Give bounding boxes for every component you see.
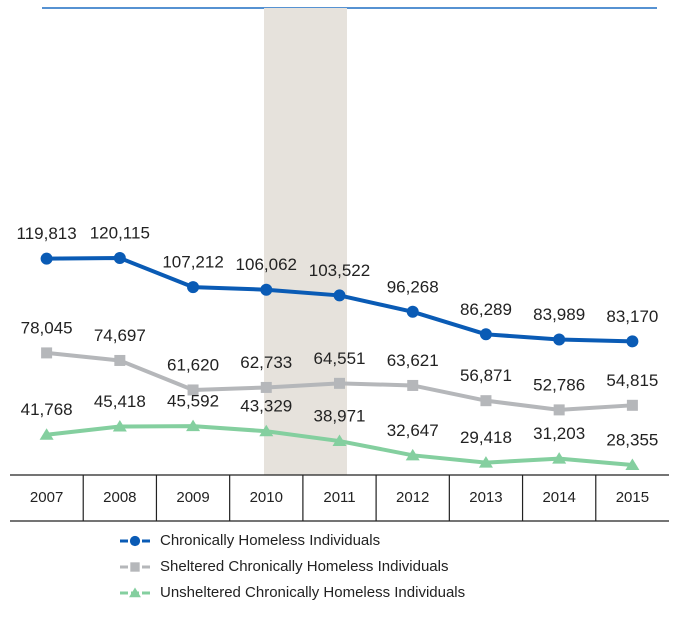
x-tick-label: 2007	[30, 489, 63, 506]
legend-label: Chronically Homeless Individuals	[160, 532, 380, 549]
legend-label: Unsheltered Chronically Homeless Individ…	[160, 584, 465, 601]
point	[552, 452, 567, 464]
point	[480, 395, 492, 407]
point	[332, 434, 347, 447]
data-label: 83,170	[606, 307, 658, 326]
point	[186, 419, 201, 432]
point	[406, 305, 419, 318]
data-label: 29,418	[460, 428, 512, 447]
data-label: 120,115	[90, 223, 150, 242]
data-label: 78,045	[21, 318, 73, 337]
data-label: 96,268	[387, 277, 439, 296]
data-label: 31,203	[533, 424, 585, 443]
data-label: 63,621	[387, 351, 439, 370]
data-label: 83,989	[533, 305, 585, 324]
point	[553, 333, 566, 346]
data-label: 74,697	[94, 326, 146, 345]
data-label: 38,971	[314, 407, 366, 426]
x-tick-label: 2010	[250, 489, 283, 506]
data-label: 41,768	[21, 400, 73, 419]
legend-label: Sheltered Chronically Homeless Individua…	[160, 558, 448, 575]
x-tick-label: 2012	[396, 489, 429, 506]
data-label: 107,212	[162, 253, 223, 272]
data-label: 56,871	[460, 366, 512, 385]
point	[334, 377, 345, 389]
point	[187, 384, 199, 396]
point	[479, 328, 492, 341]
data-label: 45,592	[167, 392, 219, 411]
data-label: 61,620	[167, 355, 219, 374]
point	[260, 283, 273, 296]
point	[333, 289, 346, 302]
x-tick-label: 2011	[323, 489, 355, 506]
data-label: 119,813	[17, 224, 77, 243]
point	[626, 399, 638, 411]
point	[187, 281, 200, 294]
data-label: 62,733	[240, 353, 292, 372]
point	[112, 420, 127, 432]
highlight-band	[264, 8, 347, 475]
point	[407, 379, 419, 391]
data-label: 45,418	[94, 392, 146, 411]
point	[114, 354, 126, 366]
data-label: 52,786	[533, 375, 585, 394]
legend-marker	[130, 562, 140, 572]
data-label: 106,062	[236, 255, 297, 274]
x-tick-label: 2009	[176, 489, 209, 506]
legend-marker	[129, 587, 141, 598]
legend-marker	[129, 535, 141, 547]
x-tick-label: 2014	[542, 489, 575, 506]
data-label: 28,355	[606, 430, 658, 449]
data-label: 43,329	[240, 397, 292, 416]
data-label: 32,647	[387, 421, 439, 440]
point	[41, 347, 53, 359]
point	[553, 404, 565, 416]
point	[113, 252, 126, 264]
point	[626, 335, 639, 348]
point	[405, 448, 420, 461]
x-tick-label: 2013	[469, 489, 502, 506]
data-label: 86,289	[460, 300, 512, 319]
point	[478, 456, 493, 468]
point	[39, 428, 54, 440]
x-tick-label: 2015	[616, 489, 649, 506]
data-label: 103,522	[309, 261, 370, 280]
data-label: 54,815	[606, 371, 658, 390]
point	[625, 458, 640, 470]
point	[260, 381, 272, 393]
point	[259, 424, 274, 437]
data-label: 64,551	[314, 349, 366, 368]
x-tick-label: 2008	[103, 489, 136, 506]
point	[40, 252, 53, 265]
